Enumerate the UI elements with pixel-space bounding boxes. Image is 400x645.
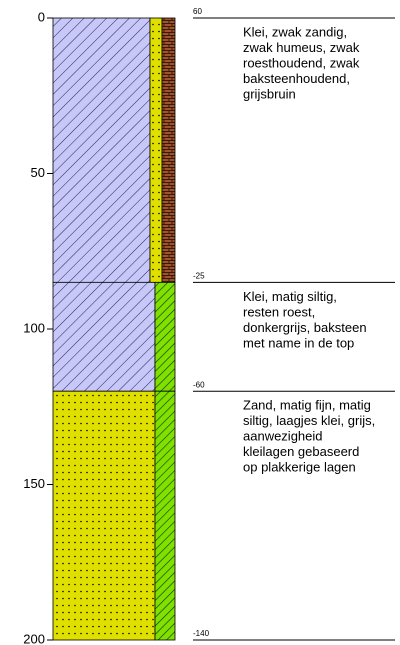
level-label: -25 [193,271,205,280]
depth-label: 50 [31,165,45,180]
description: kleilagen gebaseerd [243,444,359,459]
description: aanwezigheid [243,429,323,444]
description: zwak humeus, zwak [243,40,360,55]
description: Klei, matig siltig, [243,289,337,304]
description: grijsbruin [243,86,296,101]
level-label: -140 [193,629,210,638]
depth-label: 0 [38,9,45,24]
depth-label: 150 [23,476,45,491]
description: resten roest, [243,304,315,319]
depth-label: 100 [23,320,45,335]
layer-green [155,282,175,391]
description: baksteenhoudend, [243,71,350,86]
layer-clay [53,18,150,282]
description: met name in de top [243,335,354,350]
layer-sand [53,391,155,640]
layer-brick [162,18,175,282]
description: op plakkerige lagen [243,460,356,475]
depth-label: 200 [23,631,45,645]
borehole-log: 0 50 100 150 200 60 Klei, zwak zandig,zwak hum… [0,0,400,645]
description: Zand, matig fijn, matig [243,398,371,413]
description: roesthoudend, zwak [243,55,360,70]
layer-sand [150,18,162,282]
description: donkergrijs, baksteen [243,320,367,335]
layer-green [155,391,175,640]
level-label: -60 [193,380,205,389]
description: siltig, laagjes klei, grijs, [243,413,375,428]
level-label: 60 [193,7,202,16]
description: Klei, zwak zandig, [243,24,347,39]
layer-clay [53,282,155,391]
